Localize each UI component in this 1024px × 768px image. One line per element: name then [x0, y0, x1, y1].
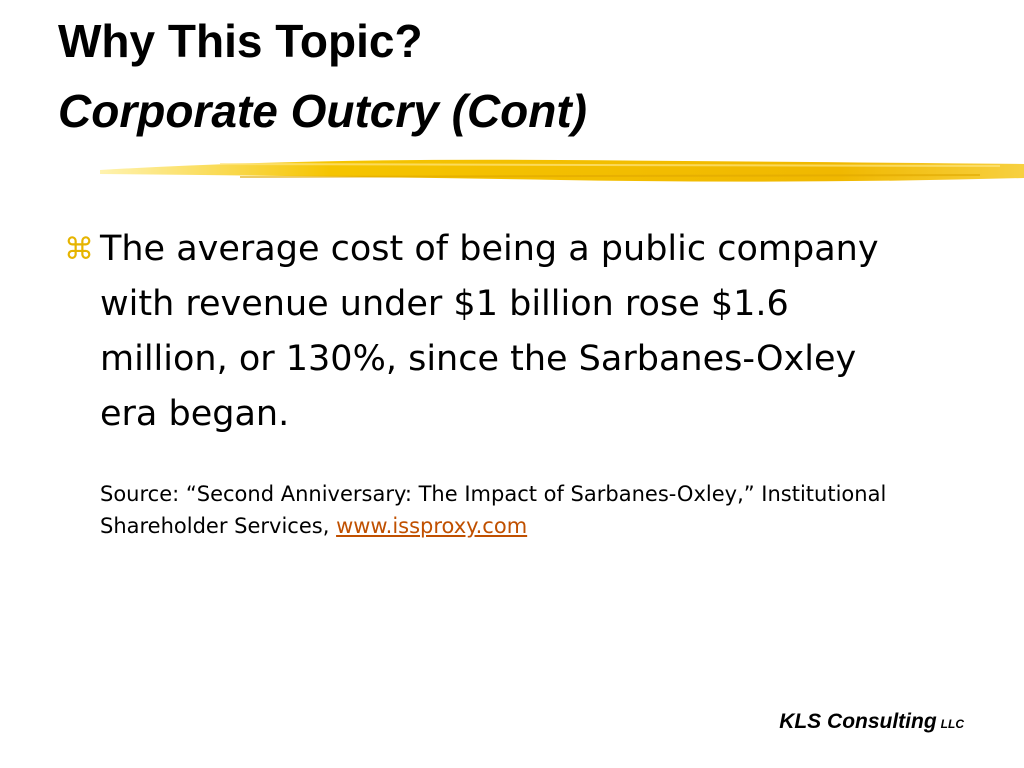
title-line2: Corporate Outcry (Cont) [58, 85, 587, 137]
footer-suffix: LLC [940, 717, 964, 731]
title-line1: Why This Topic? [58, 15, 423, 67]
bullet-item: ⌘ The average cost of being a public com… [64, 222, 884, 442]
source-text: Source: “Second Anniversary: The Impact … [100, 482, 887, 538]
highlight-stroke [100, 159, 1024, 182]
bullet-text: The average cost of being a public compa… [100, 229, 879, 434]
footer-name: KLS Consulting [779, 710, 937, 733]
bullet-symbol: ⌘ [64, 232, 94, 267]
source-link[interactable]: www.issproxy.com [336, 514, 528, 538]
source-note: Source: “Second Anniversary: The Impact … [100, 478, 980, 542]
footer: KLS Consulting LLC [779, 710, 964, 734]
